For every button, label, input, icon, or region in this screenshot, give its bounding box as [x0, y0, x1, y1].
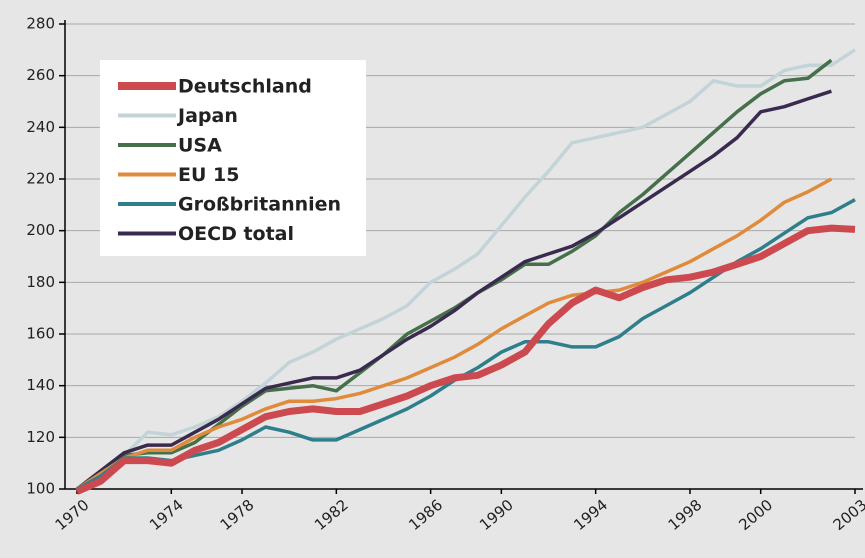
legend-label: Japan	[176, 105, 238, 127]
y-tick-label: 160	[26, 325, 55, 343]
series-line	[76, 58, 833, 491]
y-tick-label: 200	[26, 221, 55, 239]
legend-label: EU 15	[178, 164, 239, 186]
legend-box	[100, 60, 366, 256]
series-line	[76, 177, 833, 491]
legend-label: USA	[178, 135, 222, 157]
legend-label: Deutschland	[178, 76, 312, 98]
legend-label: Großbritannien	[178, 194, 341, 216]
y-tick-label: 120	[26, 428, 55, 446]
y-tick-label: 140	[26, 376, 55, 394]
y-tick-label: 280	[26, 15, 55, 33]
y-tick-label: 260	[26, 66, 55, 84]
y-tick-label: 240	[26, 118, 55, 136]
y-tick-label: 100	[26, 480, 55, 498]
series-line	[75, 224, 856, 495]
y-tick-label: 180	[26, 273, 55, 291]
series-line	[75, 89, 832, 491]
legend-label: OECD total	[178, 223, 294, 245]
y-tick-label: 220	[26, 170, 55, 188]
series-line	[76, 48, 856, 491]
